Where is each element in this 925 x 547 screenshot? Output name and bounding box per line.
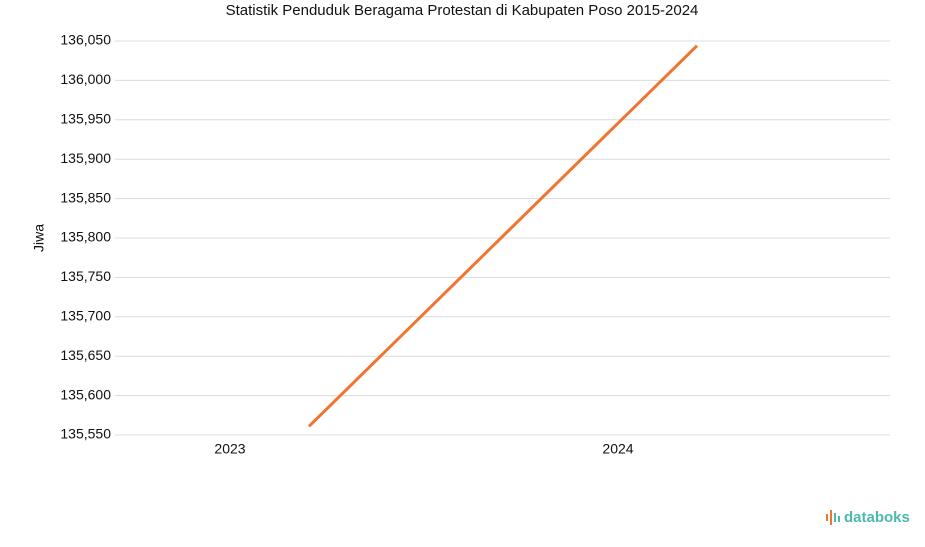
y-axis-label: Jiwa [31, 224, 47, 252]
chart-title: Statistik Penduduk Beragama Protestan di… [226, 2, 699, 19]
y-tick-label: 135,750 [60, 268, 111, 284]
y-tick-label: 135,850 [60, 189, 111, 205]
watermark: databoks [844, 509, 910, 526]
y-tick-label: 136,050 [60, 32, 111, 48]
y-tick-label: 135,550 [60, 426, 111, 442]
y-tick-label: 135,950 [60, 111, 111, 127]
line [307, 44, 699, 428]
y-tick-label: 135,800 [60, 229, 111, 245]
y-tick-label: 135,900 [60, 150, 111, 166]
y-tick-label: 135,600 [60, 386, 111, 402]
logo [826, 510, 840, 525]
x-tick-label: 2023 [214, 441, 245, 457]
y-tick-label: 136,000 [60, 71, 111, 87]
y-tick-label: 135,650 [60, 347, 111, 363]
x-tick-label: 2024 [602, 441, 633, 457]
y-tick-label: 135,700 [60, 308, 111, 324]
